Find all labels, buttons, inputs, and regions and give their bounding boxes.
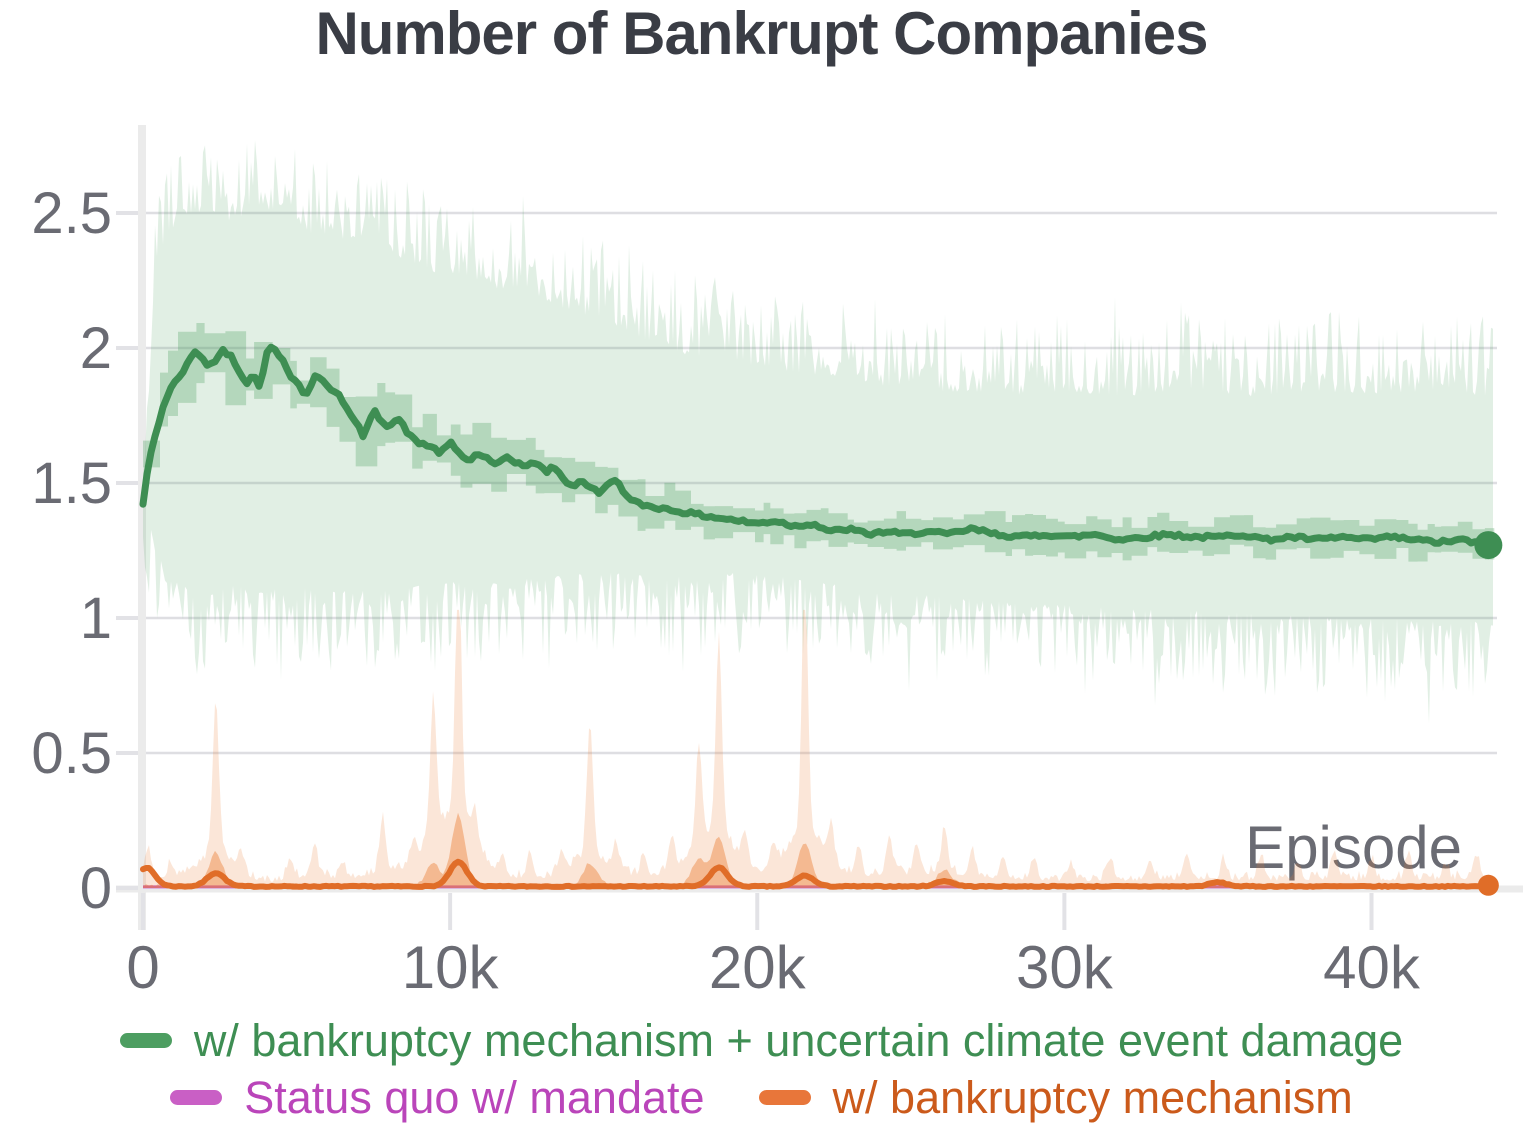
green-band-light	[143, 140, 1493, 724]
svg-text:1.5: 1.5	[31, 451, 112, 516]
legend-item-status-quo: Status quo w/ mandate	[170, 1072, 705, 1123]
legend-row-1: w/ bankruptcy mechanism + uncertain clim…	[119, 1012, 1404, 1069]
svg-text:0.5: 0.5	[31, 721, 112, 786]
legend-item-uncertain-climate: w/ bankruptcy mechanism + uncertain clim…	[119, 1015, 1404, 1066]
axes	[116, 125, 1523, 930]
legend-label-orange: w/ bankruptcy mechanism	[832, 1072, 1353, 1123]
chart-legend: w/ bankruptcy mechanism + uncertain clim…	[0, 1012, 1523, 1126]
orange-line	[140, 858, 1496, 890]
legend-label-green: w/ bankruptcy mechanism + uncertain clim…	[193, 1015, 1404, 1066]
legend-item-bankruptcy-mechanism: w/ bankruptcy mechanism	[758, 1072, 1353, 1123]
svg-text:20k: 20k	[709, 934, 807, 1001]
svg-text:1: 1	[80, 586, 112, 651]
svg-text:2: 2	[80, 316, 112, 381]
green-end-dot	[1474, 531, 1503, 560]
orange-end-dot	[1477, 874, 1499, 896]
chart-title: Number of Bankrupt Companies	[315, 0, 1208, 67]
legend-swatch-magenta	[170, 1090, 223, 1105]
svg-text:40k: 40k	[1323, 934, 1421, 1001]
y-tick-labels: 0 0.5 1 1.5 2 2.5	[31, 181, 112, 921]
svg-text:30k: 30k	[1016, 934, 1114, 1001]
svg-text:0: 0	[80, 856, 112, 921]
svg-text:0: 0	[126, 934, 159, 1001]
x-tick-labels: 0 10k 20k 30k 40k	[126, 934, 1421, 1001]
x-axis-title: Episode	[1245, 814, 1462, 881]
legend-label-magenta: Status quo w/ mandate	[244, 1072, 705, 1123]
legend-row-2: Status quo w/ mandate w/ bankruptcy mech…	[170, 1069, 1353, 1126]
svg-text:10k: 10k	[402, 934, 500, 1001]
svg-text:2.5: 2.5	[31, 181, 112, 246]
gridlines	[143, 211, 1497, 755]
legend-swatch-orange	[758, 1090, 811, 1105]
green-mean-line	[139, 343, 1498, 551]
legend-swatch-green	[119, 1033, 172, 1048]
